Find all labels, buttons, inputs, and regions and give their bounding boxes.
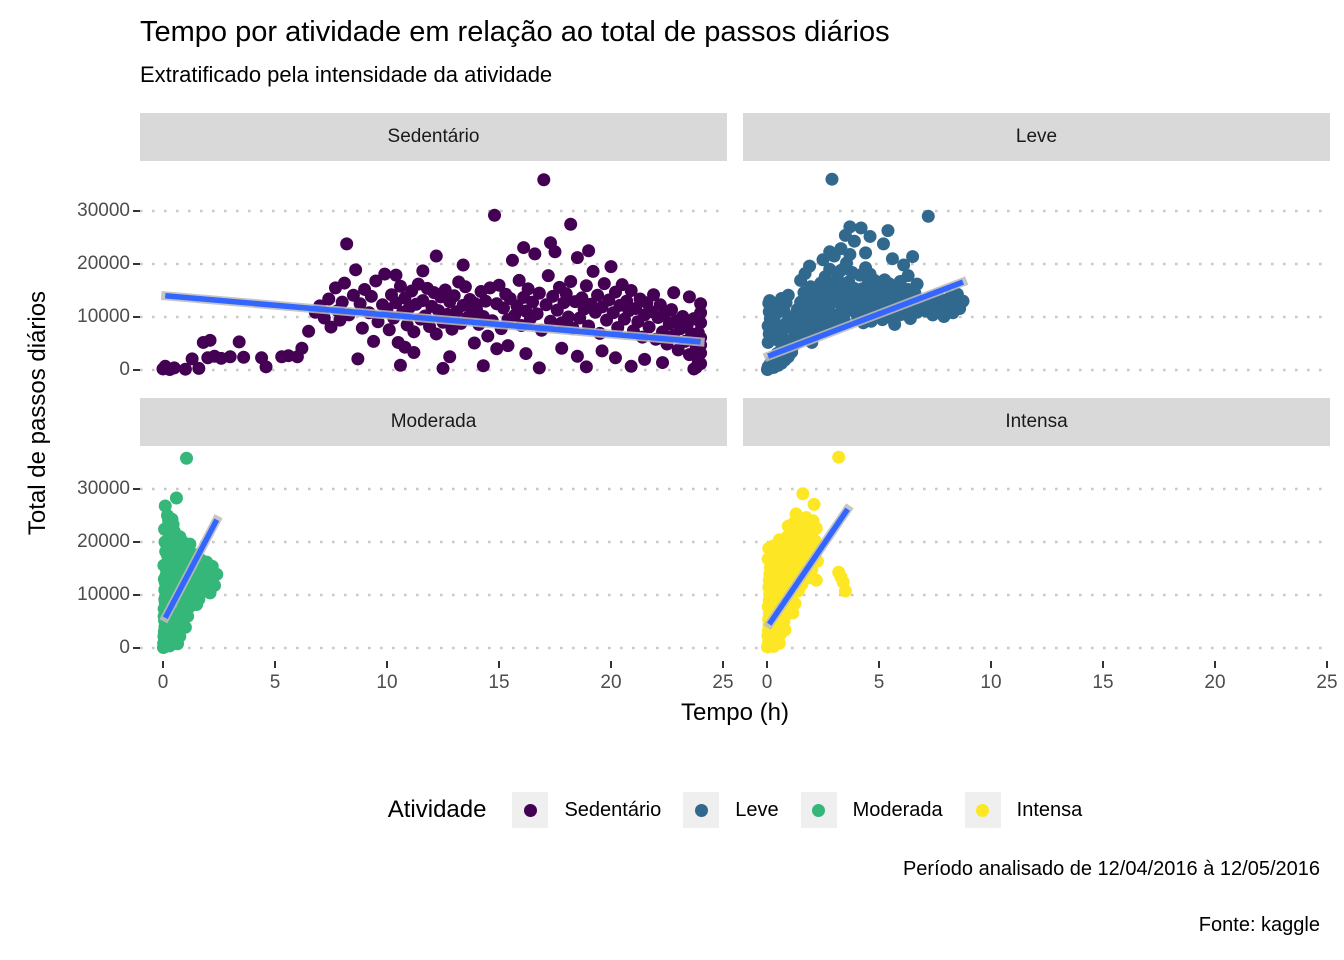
x-tick-mark [498,661,500,668]
y-tick-label: 10000 [77,584,130,605]
y-tick-mark [133,541,140,543]
panel-moderada [140,451,727,654]
facet-strip-label: Moderada [390,411,477,432]
y-tick-mark [133,488,140,490]
legend-label: Intensa [1016,798,1083,821]
legend-title: Atividade [387,796,487,823]
x-tick-label: 5 [269,672,281,693]
x-tick-mark [766,661,768,668]
x-tick-mark [990,661,992,668]
legend-item-sedentário: Sedentário [512,792,661,828]
panel-leve [743,172,1330,376]
x-tick-label: 20 [1204,672,1226,693]
facet-strip-sedentario: Sedentário [140,113,727,161]
facet-strip-intensa: Intensa [743,398,1330,446]
y-tick-label: 30000 [77,200,130,221]
x-tick-label: 0 [157,672,169,693]
panel-intensa [743,450,1330,654]
x-tick-mark [274,661,276,668]
panel-sedentário [140,173,727,376]
legend-dot-icon [812,803,826,817]
y-tick-mark [133,369,140,371]
facet-strip-moderada: Moderada [140,398,727,446]
y-tick-label: 30000 [77,478,130,499]
legend-dot-icon [694,803,708,817]
x-tick-label: 5 [873,672,885,693]
x-tick-mark [610,661,612,668]
y-tick-mark [133,647,140,649]
facet-strip-leve: Leve [743,113,1330,161]
y-tick-mark [133,594,140,596]
x-tick-mark [386,661,388,668]
x-tick-label: 15 [488,672,510,693]
legend-dot-icon [523,803,537,817]
y-tick-mark [133,210,140,212]
legend: Atividade Sedentário Leve Moderada Intensa [140,779,1330,841]
y-tick-label: 10000 [77,306,130,327]
x-tick-label: 20 [600,672,622,693]
legend-dot-icon [976,803,990,817]
y-tick-label: 20000 [77,253,130,274]
x-tick-mark [1102,661,1104,668]
x-tick-mark [722,661,724,668]
x-tick-label: 25 [712,672,734,693]
caption-period: Período analisado de 12/04/2016 à 12/05/… [902,858,1320,880]
x-tick-label: 10 [376,672,398,693]
x-tick-label: 0 [761,672,773,693]
legend-key [512,792,549,828]
facet-strip-label: Sedentário [387,126,480,147]
caption-source: Fonte: kaggle [1198,914,1320,936]
y-tick-label: 20000 [77,531,130,552]
y-tick-label: 0 [119,359,130,380]
x-axis-title: Tempo (h) [680,699,790,726]
x-tick-label: 15 [1092,672,1114,693]
x-tick-mark [878,661,880,668]
x-tick-label: 10 [980,672,1002,693]
x-tick-mark [162,661,164,668]
legend-item-intensa: Intensa [964,792,1083,828]
x-tick-mark [1326,661,1328,668]
legend-label: Moderada [852,798,943,821]
facet-strip-label: Leve [1015,126,1058,147]
y-tick-label: 0 [119,637,130,658]
chart-title: Tempo por atividade em relação ao total … [140,16,890,48]
x-tick-mark [1214,661,1216,668]
y-tick-mark [133,263,140,265]
x-tick-label: 25 [1316,672,1338,693]
legend-key [800,792,837,828]
legend-key [683,792,720,828]
legend-key [964,792,1001,828]
legend-item-leve: Leve [683,792,779,828]
facet-strip-label: Intensa [1005,411,1068,432]
legend-item-moderada: Moderada [800,792,943,828]
legend-label: Leve [735,798,779,821]
legend-label: Sedentário [564,798,662,821]
y-axis-title: Total de passos diários [24,290,51,536]
y-tick-mark [133,316,140,318]
chart-subtitle: Extratificado pela intensidade da ativid… [140,62,553,87]
